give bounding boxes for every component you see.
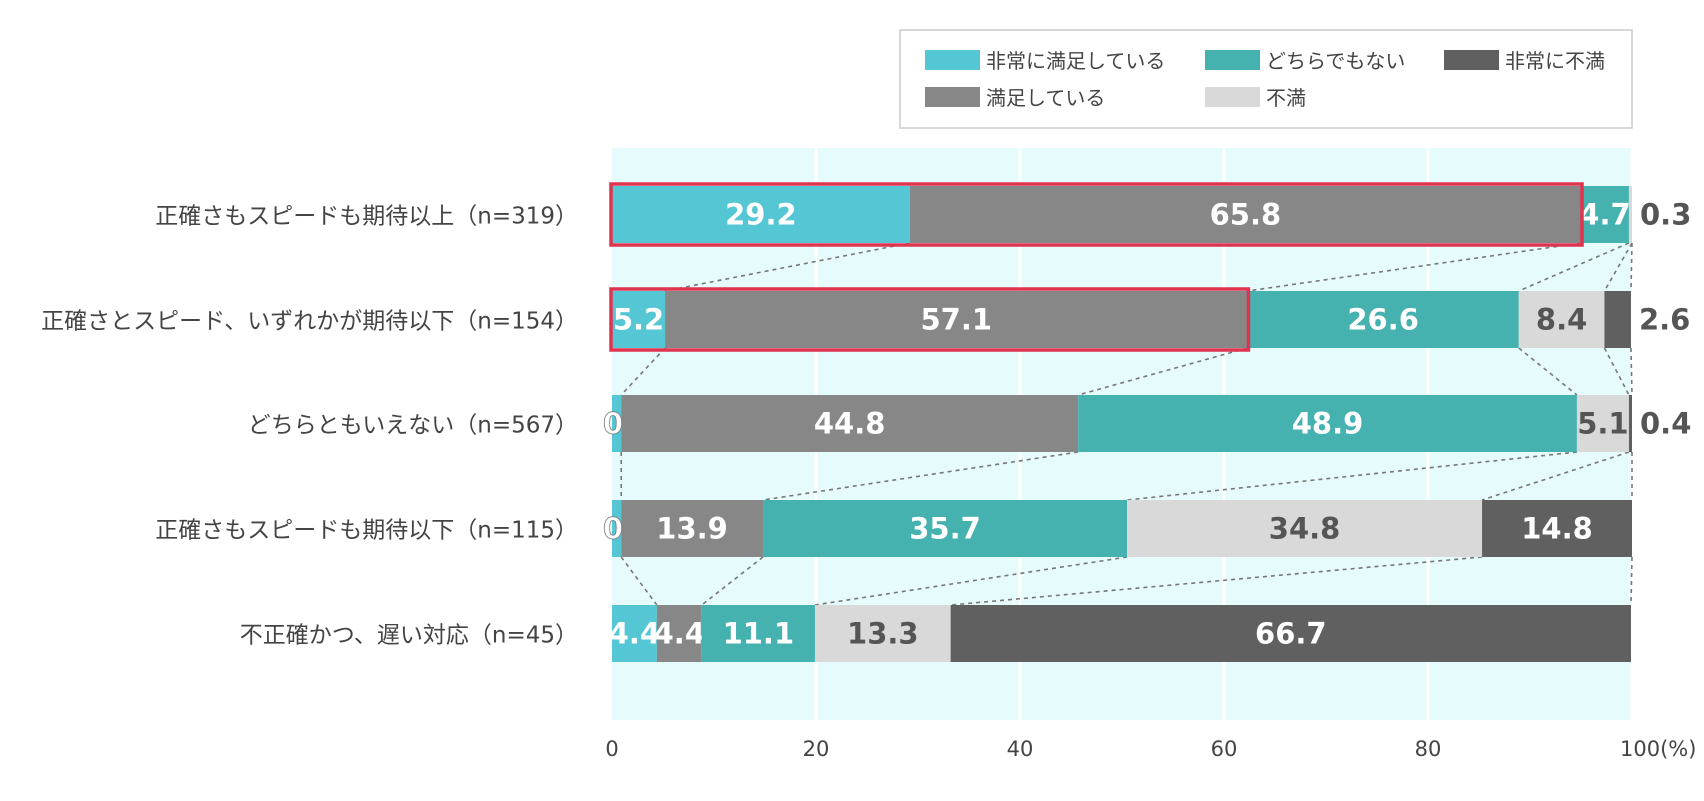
value-label: 4.4 xyxy=(609,617,660,651)
connector-line xyxy=(620,556,658,606)
category-label: 正確さもスピードも期待以下（n=115） xyxy=(155,518,578,544)
value-label: 2.6 xyxy=(1639,303,1690,337)
value-label: 29.2 xyxy=(725,198,797,232)
value-label: 48.9 xyxy=(1292,407,1364,441)
bar-segment xyxy=(612,186,910,243)
bar-segment xyxy=(612,500,622,557)
value-label: 8.4 xyxy=(1536,303,1587,337)
bar-segment xyxy=(1127,500,1483,557)
value-label: 5.2 xyxy=(613,303,664,337)
connector-line xyxy=(762,451,1079,501)
legend-label: 満足している xyxy=(986,86,1105,110)
bar-segment xyxy=(1628,395,1632,452)
x-tick-label: 60 xyxy=(1211,737,1238,761)
bar-segment xyxy=(612,395,622,452)
legend-label: 非常に不満 xyxy=(1505,49,1605,73)
connector-line xyxy=(1630,556,1633,606)
value-label: 26.6 xyxy=(1347,303,1419,337)
legend-label: 不満 xyxy=(1266,86,1306,110)
bar-segment xyxy=(1247,291,1519,348)
x-tick-label: 0 xyxy=(605,737,618,761)
connector-line xyxy=(1247,242,1582,292)
value-label: 35.7 xyxy=(909,512,981,546)
connector-line xyxy=(950,556,1483,606)
bar-segment xyxy=(1628,186,1632,243)
value-label: 34.8 xyxy=(1269,512,1341,546)
connector-line xyxy=(664,242,910,292)
connector-line xyxy=(1481,451,1630,501)
legend-swatch xyxy=(925,50,980,70)
value-label: 66.7 xyxy=(1255,617,1327,651)
legend-swatch xyxy=(1205,50,1260,70)
value-label: 57.1 xyxy=(920,303,992,337)
connector-line xyxy=(701,556,764,606)
bar-segment xyxy=(909,186,1581,243)
legend-label: どちらでもない xyxy=(1266,49,1405,73)
bar-segment xyxy=(701,605,815,662)
bar-segment xyxy=(621,395,1079,452)
bar-segment xyxy=(814,605,951,662)
legend-box xyxy=(899,29,1633,129)
connector-line xyxy=(1127,451,1578,501)
x-tick-label: 40 xyxy=(1007,737,1034,761)
highlight-box xyxy=(609,182,1584,247)
x-tick-label: 20 xyxy=(803,737,830,761)
connector-line xyxy=(620,347,666,396)
bar-segment xyxy=(1518,291,1605,348)
category-label: 不正確かつ、遅い対応（n=45） xyxy=(240,623,578,649)
value-label: 44.8 xyxy=(814,407,886,441)
connector-line xyxy=(1603,347,1630,396)
value-label: 4.7 xyxy=(1579,198,1630,232)
highlight-box xyxy=(609,287,1251,352)
bar-segment xyxy=(1482,500,1632,557)
category-label: 正確さもスピードも期待以上（n=319） xyxy=(155,204,578,230)
value-label: 14.8 xyxy=(1521,512,1593,546)
value-label: 65.8 xyxy=(1210,198,1282,232)
bar-segment xyxy=(612,605,657,662)
bar-segment xyxy=(665,291,1248,348)
value-label: 5.1 xyxy=(1577,407,1628,441)
value-label: 13.3 xyxy=(847,617,919,651)
legend-swatch xyxy=(1444,50,1499,70)
bar-segment xyxy=(656,605,702,662)
bar-segment xyxy=(1604,291,1631,348)
bar-segment xyxy=(762,500,1128,557)
bar-segment xyxy=(1078,395,1577,452)
x-tick-label: 80 xyxy=(1415,737,1442,761)
value-label: 0.3 xyxy=(1640,198,1691,232)
legend-label: 非常に満足している xyxy=(986,49,1165,73)
bar-segment xyxy=(621,500,763,557)
connector-line xyxy=(1077,347,1248,396)
value-label: 13.9 xyxy=(656,512,728,546)
category-label: どちらともいえない（n=567） xyxy=(248,413,578,439)
value-label: 4.4 xyxy=(654,617,705,651)
connector-line xyxy=(1630,242,1633,292)
value-label: 11.1 xyxy=(723,617,795,651)
bar-segment xyxy=(1576,395,1629,452)
legend-swatch xyxy=(1205,87,1260,107)
category-label: 正確さとスピード、いずれかが期待以下（n=154） xyxy=(41,309,578,335)
bar-segment xyxy=(950,605,1631,662)
bar-segment xyxy=(612,291,666,348)
connector-line xyxy=(1603,242,1633,292)
value-label: 0.4 xyxy=(1640,407,1691,441)
bar-segment xyxy=(1581,186,1629,243)
legend-swatch xyxy=(925,87,980,107)
x-tick-label: 100(%) xyxy=(1620,737,1696,761)
